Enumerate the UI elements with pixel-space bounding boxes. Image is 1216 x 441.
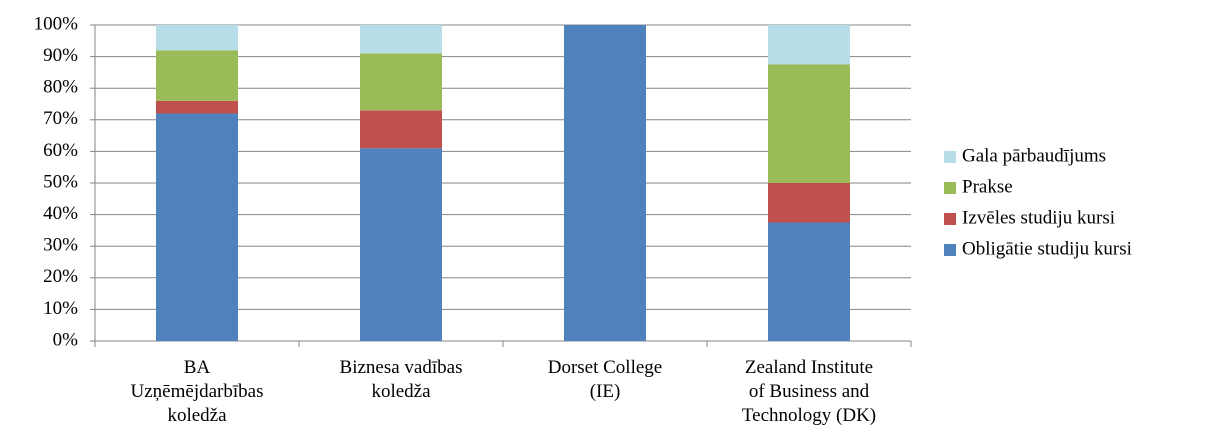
bar-segment (768, 222, 850, 341)
bar-segment (156, 100, 238, 114)
bar-segment (768, 183, 850, 223)
bar-segment (564, 25, 646, 341)
y-tick-label: 70% (43, 108, 78, 129)
y-tick-label: 40% (43, 203, 78, 224)
bar-segment (156, 113, 238, 341)
x-tick-label: Biznesa vadības koledža (339, 357, 463, 402)
legend-label: Obligātie studiju kursi (962, 238, 1132, 259)
bar-segment (156, 25, 238, 51)
y-tick-label: 20% (43, 266, 78, 287)
bar-segment (360, 25, 442, 54)
y-tick-label: 90% (43, 45, 78, 66)
y-tick-label: 50% (43, 171, 78, 192)
y-tick-label: 30% (43, 235, 78, 256)
legend-label: Izvēles studiju kursi (962, 207, 1115, 228)
legend-swatch (944, 213, 956, 225)
x-tick-label: Zealand Institute of Business and Techno… (741, 357, 877, 426)
legend-label: Prakse (962, 176, 1013, 197)
bar-segment (360, 110, 442, 149)
bar-segment (768, 25, 850, 65)
x-tick-label: Dorset College (IE) (547, 357, 663, 402)
bar-segment (360, 53, 442, 111)
legend-swatch (944, 151, 956, 163)
y-tick-label: 100% (34, 13, 79, 34)
x-tick-label: BA Uzņēmējdarbības koledža (130, 357, 264, 426)
legend-swatch (944, 182, 956, 194)
y-tick-label: 0% (53, 329, 79, 350)
legend-label: Gala pārbaudījums (962, 145, 1106, 166)
y-tick-label: 60% (43, 140, 78, 161)
y-tick-label: 10% (43, 298, 78, 319)
legend-swatch (944, 244, 956, 256)
y-tick-label: 80% (43, 77, 78, 98)
bar-segment (156, 50, 238, 101)
bar-segment (360, 148, 442, 341)
bar-segment (768, 64, 850, 183)
